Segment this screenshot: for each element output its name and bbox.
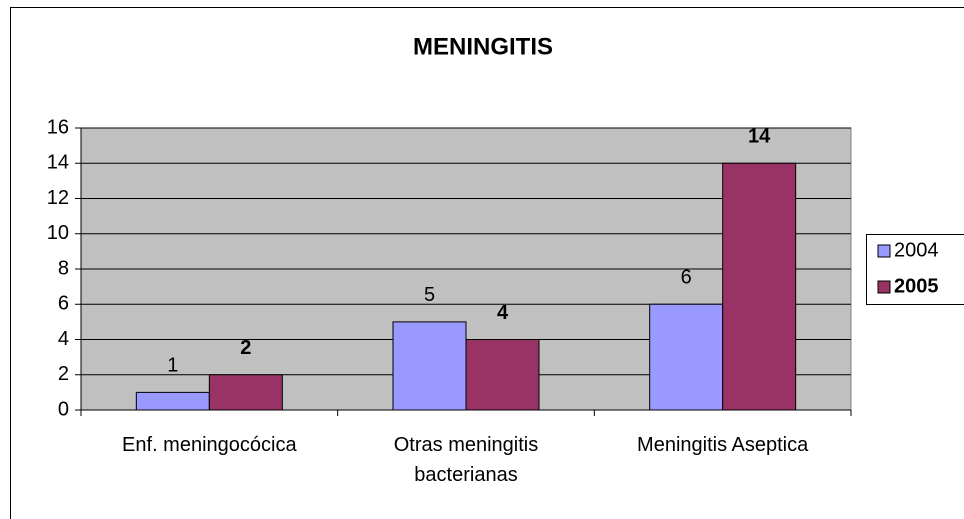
y-tick-label: 12 <box>47 187 69 209</box>
chart-title: MENINGITIS <box>413 33 553 60</box>
legend-swatch <box>877 280 891 294</box>
bar <box>465 339 540 411</box>
y-tick-label: 4 <box>58 328 69 350</box>
bar <box>135 391 210 411</box>
bar <box>722 162 797 411</box>
x-tick-label: Otras meningitis bacterianas <box>393 434 539 486</box>
y-tick-label: 8 <box>58 257 69 279</box>
y-tick-label: 0 <box>58 398 69 420</box>
legend-label: 2005 <box>894 275 939 297</box>
x-tick-label: Enf. meningocócica <box>122 434 297 456</box>
bar <box>649 303 724 411</box>
bar <box>392 321 467 411</box>
y-tick-label: 10 <box>47 222 69 244</box>
data-label: 5 <box>424 284 435 306</box>
y-tick-label: 14 <box>47 152 69 174</box>
legend-label: 2004 <box>894 239 939 261</box>
bar <box>208 374 283 411</box>
y-tick-label: 6 <box>58 293 69 315</box>
x-tick-label: Meningitis Aseptica <box>637 434 809 456</box>
data-label: 4 <box>497 302 509 324</box>
y-tick-label: 16 <box>47 116 69 138</box>
y-tick-label: 2 <box>58 363 69 385</box>
data-label: 2 <box>240 337 251 359</box>
data-label: 14 <box>748 126 771 148</box>
data-label: 1 <box>167 355 178 377</box>
legend-swatch <box>877 244 891 258</box>
data-label: 6 <box>681 267 692 289</box>
